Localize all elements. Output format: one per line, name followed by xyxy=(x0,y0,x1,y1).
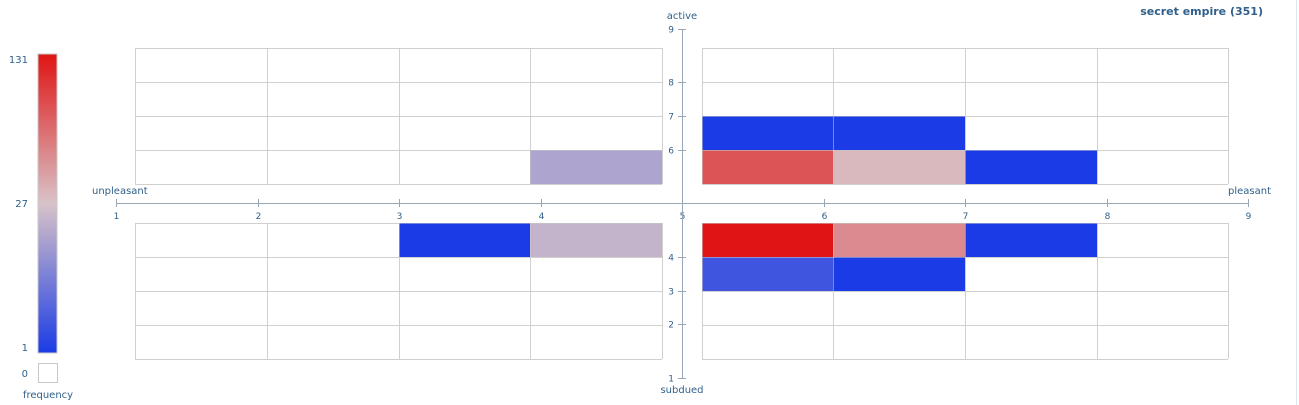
legend-tick-label: 131 xyxy=(9,55,28,66)
x-tick-label: 8 xyxy=(1105,212,1111,222)
x-tick-label: 9 xyxy=(1246,212,1252,222)
x-tick-label: 3 xyxy=(397,212,403,222)
heatmap-cell xyxy=(702,223,833,257)
chart-title: secret empire (351) xyxy=(1140,5,1263,18)
y-axis-label-bottom: subdued xyxy=(660,385,703,396)
legend-zero-swatch xyxy=(38,363,58,383)
y-tick-label: 7 xyxy=(668,113,674,123)
y-tick-label: 8 xyxy=(668,79,674,89)
heatmap-cell xyxy=(833,116,965,150)
legend-tick-label: 1 xyxy=(22,343,28,354)
y-tick-label: 6 xyxy=(668,147,674,157)
y-tick-label: 3 xyxy=(668,288,674,298)
x-tick-label: 2 xyxy=(256,212,262,222)
x-tick-label: 4 xyxy=(539,212,545,222)
heatmap-cells xyxy=(135,48,1229,360)
heatmap-cell xyxy=(399,223,530,257)
y-tick-label: 4 xyxy=(668,254,674,264)
y-tick-label: 2 xyxy=(668,321,674,331)
legend-tick-label: 27 xyxy=(15,199,28,210)
x-tick-label: 1 xyxy=(114,212,120,222)
heatmap-cell xyxy=(965,223,1097,257)
heatmap-cell xyxy=(833,257,965,291)
legend-zero-label: 0 xyxy=(22,369,28,380)
y-tick-label: 9 xyxy=(668,26,674,36)
heatmap-cell xyxy=(702,150,833,184)
heatmap-cell xyxy=(530,150,662,184)
x-tick-label: 6 xyxy=(822,212,828,222)
heatmap-cell xyxy=(702,116,833,150)
page-right-border xyxy=(1296,0,1297,405)
y-tick-label: 1 xyxy=(668,375,674,385)
heatmap-cell xyxy=(833,150,965,184)
color-legend: 131 27 1 0 frequency xyxy=(9,53,73,401)
heatmap-cell xyxy=(965,150,1097,184)
heatmap-cell xyxy=(833,223,965,257)
heatmap-cell xyxy=(530,223,662,257)
y-axis-label-top: active xyxy=(667,11,697,22)
center-axes: 123456789unpleasantpleasant12346789activ… xyxy=(92,11,1271,396)
legend-title: frequency xyxy=(23,390,73,401)
legend-color-bar xyxy=(37,53,58,354)
heatmap-cell xyxy=(702,257,833,291)
x-axis-label-right: pleasant xyxy=(1228,186,1271,197)
x-axis-label-left: unpleasant xyxy=(92,186,148,197)
x-tick-label: 7 xyxy=(963,212,969,222)
